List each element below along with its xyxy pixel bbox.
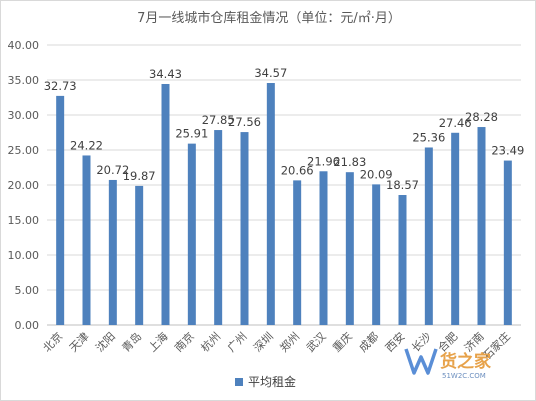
bar bbox=[135, 185, 144, 325]
data-label: 25.36 bbox=[412, 130, 445, 144]
data-label: 20.09 bbox=[360, 167, 393, 181]
bar bbox=[293, 180, 302, 325]
data-label: 23.49 bbox=[491, 144, 524, 158]
x-tick-label: 武汉 bbox=[304, 330, 329, 355]
data-label: 32.73 bbox=[44, 79, 77, 93]
x-tick-label: 上海 bbox=[145, 329, 170, 354]
bar bbox=[477, 127, 486, 325]
bar bbox=[398, 195, 407, 325]
data-label: 34.57 bbox=[254, 66, 287, 80]
x-tick-label: 杭州 bbox=[198, 329, 223, 354]
x-tick-label: 深圳 bbox=[251, 330, 276, 355]
legend-swatch bbox=[235, 378, 243, 386]
gridlines bbox=[47, 44, 521, 326]
watermark-logo: 货之家 51W2C.COM bbox=[404, 348, 491, 380]
watermark-url: 51W2C.COM bbox=[442, 372, 486, 380]
y-tick-label: 30.00 bbox=[8, 109, 40, 122]
bar bbox=[161, 83, 170, 326]
bar bbox=[82, 155, 91, 325]
x-tick-label: 沈阳 bbox=[92, 329, 117, 354]
bar bbox=[56, 95, 65, 325]
data-label: 19.87 bbox=[123, 169, 156, 183]
legend: 平均租金 bbox=[235, 374, 296, 389]
x-tick-label: 重庆 bbox=[329, 329, 354, 354]
data-label: 24.22 bbox=[70, 138, 103, 152]
data-label: 27.46 bbox=[439, 116, 472, 130]
data-label: 21.83 bbox=[333, 155, 366, 169]
y-tick-label: 20.00 bbox=[8, 179, 40, 192]
bar bbox=[266, 83, 275, 325]
chart-title: 7月一线城市仓库租金情况（单位：元/㎡·月） bbox=[137, 10, 401, 26]
bar bbox=[503, 160, 512, 325]
x-tick-label: 北京 bbox=[40, 329, 65, 354]
data-label: 21.96 bbox=[307, 154, 340, 168]
data-label: 27.85 bbox=[202, 113, 235, 127]
x-tick-label: 成都 bbox=[357, 330, 382, 355]
bar bbox=[214, 130, 223, 325]
data-label: 25.91 bbox=[175, 127, 208, 141]
y-tick-label: 10.00 bbox=[8, 249, 40, 262]
x-tick-label: 青岛 bbox=[119, 329, 144, 354]
y-tick-label: 0.00 bbox=[15, 319, 40, 332]
y-tick-label: 5.00 bbox=[15, 284, 40, 297]
x-tick-label: 郑州 bbox=[277, 329, 302, 354]
x-tick-label: 长沙 bbox=[409, 330, 434, 355]
bar bbox=[319, 171, 328, 325]
data-label: 20.66 bbox=[281, 163, 314, 177]
bars bbox=[56, 83, 512, 326]
data-label: 20.72 bbox=[96, 163, 129, 177]
y-tick-label: 15.00 bbox=[8, 214, 40, 227]
bar bbox=[108, 179, 117, 325]
data-label: 28.28 bbox=[465, 110, 498, 124]
data-label: 27.56 bbox=[228, 115, 261, 129]
watermark-brand: 货之家 bbox=[440, 351, 491, 372]
bar bbox=[345, 172, 354, 325]
y-tick-label: 40.00 bbox=[8, 39, 40, 52]
y-tick-label: 35.00 bbox=[8, 74, 40, 87]
bar bbox=[240, 132, 249, 325]
x-tick-label: 南京 bbox=[171, 329, 196, 354]
x-tick-label: 西安 bbox=[382, 329, 407, 354]
y-tick-label: 25.00 bbox=[8, 144, 40, 157]
bar bbox=[187, 143, 196, 325]
y-axis-ticks: 0.00 5.00 10.00 15.00 20.00 25.00 30.00 35.00 40… bbox=[8, 39, 40, 332]
legend-label: 平均租金 bbox=[248, 374, 296, 389]
bar bbox=[451, 132, 460, 325]
data-label: 18.57 bbox=[386, 178, 419, 192]
x-tick-label: 天津 bbox=[67, 330, 92, 355]
data-label: 34.43 bbox=[149, 67, 182, 81]
x-tick-label: 合肥 bbox=[435, 329, 460, 354]
x-tick-label: 广州 bbox=[225, 330, 250, 355]
watermark-w-icon bbox=[404, 348, 438, 375]
bar bbox=[424, 147, 433, 325]
bar bbox=[372, 184, 381, 325]
